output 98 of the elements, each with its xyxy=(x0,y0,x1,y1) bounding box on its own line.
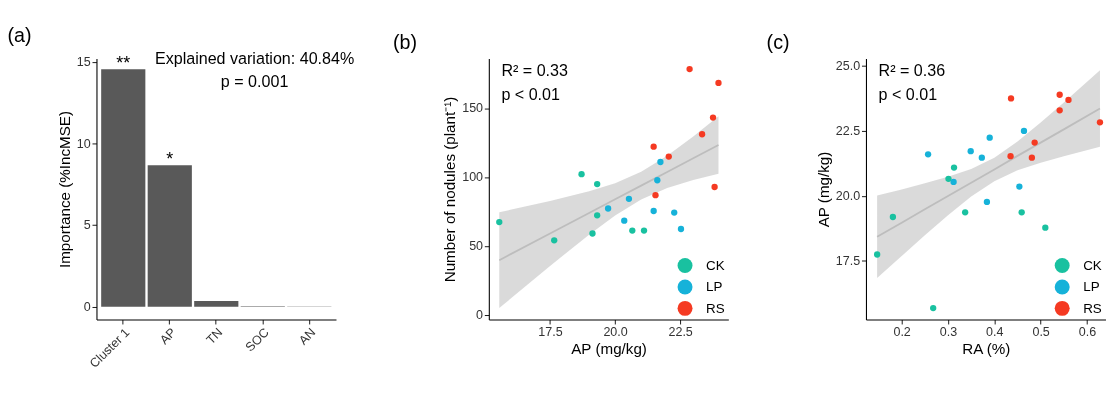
point xyxy=(945,175,952,182)
legend-label: RS xyxy=(706,300,725,316)
point xyxy=(1018,209,1025,216)
point xyxy=(1096,119,1104,126)
y-tick-label: 22.5 xyxy=(835,123,861,138)
x-tick-label: 0.5 xyxy=(1032,325,1050,340)
point xyxy=(652,191,659,199)
point xyxy=(924,151,932,158)
x-tick-label: AN xyxy=(296,325,319,348)
y-tick-label: 10 xyxy=(76,136,91,151)
point xyxy=(621,217,628,224)
point xyxy=(1065,96,1072,104)
bar xyxy=(147,165,192,307)
point xyxy=(962,209,969,216)
point xyxy=(1007,95,1015,102)
x-tick-label: 0.2 xyxy=(893,325,911,340)
point xyxy=(640,227,648,234)
bar xyxy=(101,69,146,307)
line-series xyxy=(876,107,1101,238)
x-tick-label: 17.5 xyxy=(538,325,563,340)
y-tick-label: 20.0 xyxy=(835,188,861,203)
point xyxy=(551,237,558,244)
y-tick-label: 25.0 xyxy=(835,58,861,73)
annotation: p < 0.01 xyxy=(878,84,938,103)
y-tick-label: 0 xyxy=(476,308,484,323)
point xyxy=(967,148,974,155)
point xyxy=(671,209,678,216)
point xyxy=(589,230,596,237)
point xyxy=(1042,224,1049,231)
point xyxy=(654,177,661,184)
point xyxy=(686,65,693,73)
chart-title: (c) xyxy=(766,30,790,53)
y-tick-label: 150 xyxy=(462,101,484,116)
y-tick-label: 5 xyxy=(83,218,91,233)
x-axis-title: AP (mg/kg) xyxy=(571,339,647,357)
point xyxy=(1020,127,1028,135)
annotation: p = 0.001 xyxy=(220,72,289,91)
y-tick-label: 15 xyxy=(76,54,91,69)
point xyxy=(930,304,937,312)
point xyxy=(698,131,706,138)
data-label: * xyxy=(166,149,174,170)
point xyxy=(950,178,957,186)
y-tick-label: 17.5 xyxy=(835,254,861,269)
bar xyxy=(194,301,239,307)
point xyxy=(604,205,612,212)
x-tick-label: 22.5 xyxy=(668,325,693,340)
x-tick-label: TN xyxy=(203,325,226,348)
x-tick-label: 0.6 xyxy=(1078,325,1097,340)
point xyxy=(496,218,503,226)
x-tick-label: 0.4 xyxy=(986,325,1004,340)
point xyxy=(650,207,657,215)
point xyxy=(625,195,633,203)
x-axis-title: RA (%) xyxy=(962,339,1011,357)
point xyxy=(629,227,636,234)
point xyxy=(983,198,991,206)
point xyxy=(578,171,585,178)
point xyxy=(1016,183,1023,190)
point xyxy=(978,154,985,161)
point xyxy=(1056,91,1063,98)
x-tick-label: AP xyxy=(157,325,179,348)
point xyxy=(594,212,601,219)
point xyxy=(709,114,717,121)
y-axis-title: Importance (%IncMSE) xyxy=(55,111,73,269)
legend-label: CK xyxy=(706,257,725,273)
point xyxy=(594,180,601,188)
annotation: R² = 0.36 xyxy=(878,61,946,80)
point xyxy=(1028,154,1036,161)
data-label: ** xyxy=(116,53,131,74)
y-axis-title: AP (mg/kg) xyxy=(814,151,832,228)
legend-label: LP xyxy=(1083,279,1100,295)
point xyxy=(650,143,657,150)
y-axis-title: Number of nodules (plant⁻¹) xyxy=(441,96,459,283)
point xyxy=(1056,107,1063,114)
point xyxy=(711,183,718,191)
point xyxy=(715,79,722,87)
legend-label: CK xyxy=(1083,257,1102,273)
annotation: p < 0.01 xyxy=(501,84,560,103)
y-tick-label: 100 xyxy=(462,170,484,185)
x-tick-label: 0.3 xyxy=(939,325,958,340)
point xyxy=(1031,139,1038,146)
point xyxy=(665,153,672,160)
x-tick-label: 20.0 xyxy=(603,325,628,340)
annotation: Explained variation: 40.84% xyxy=(154,48,355,67)
chart-title: (b) xyxy=(392,30,417,53)
point xyxy=(873,251,881,258)
y-tick-label: 0 xyxy=(83,299,91,314)
point xyxy=(889,213,897,221)
legend-label: RS xyxy=(1083,300,1102,316)
point xyxy=(657,158,664,166)
point xyxy=(986,134,993,141)
legend-label: LP xyxy=(706,279,723,295)
line-series xyxy=(498,144,720,262)
point xyxy=(950,164,958,171)
point xyxy=(677,225,685,233)
annotation: R² = 0.33 xyxy=(501,61,569,80)
y-tick-label: 50 xyxy=(469,239,484,254)
point xyxy=(1007,153,1014,160)
chart-title: (a) xyxy=(7,23,32,46)
